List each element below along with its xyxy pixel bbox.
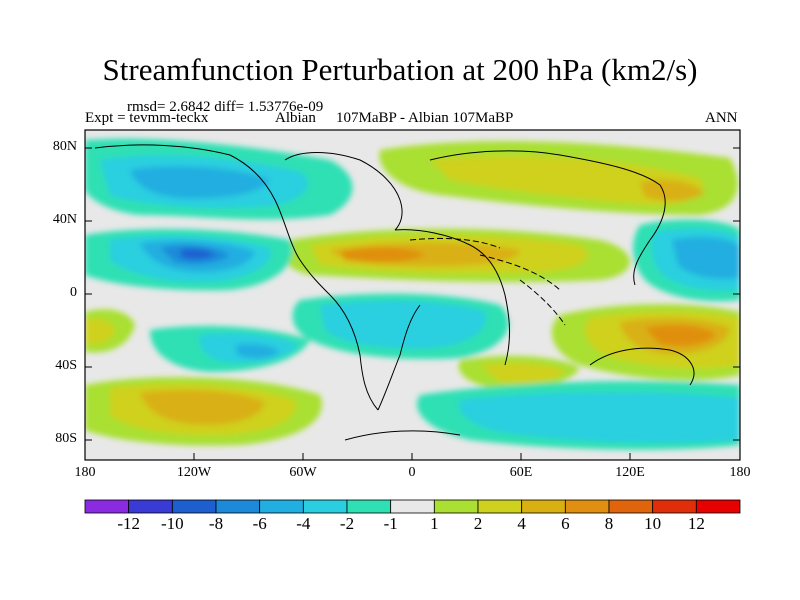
lat-label: 0 — [70, 285, 77, 300]
colorbar-label: -12 — [117, 514, 140, 533]
colorbar-label: 1 — [430, 514, 439, 533]
contour-band — [459, 392, 740, 443]
coastline — [94, 144, 331, 296]
lon-label: 180 — [74, 465, 96, 480]
stats-label: rmsd= 2.6842 diff= 1.53776e-09 — [127, 99, 324, 115]
colorbar-swatch — [390, 499, 435, 514]
colorbar-swatch — [652, 499, 697, 514]
contour-band — [340, 247, 425, 263]
lon-label: 120E — [615, 465, 645, 480]
streamfunction-field — [85, 130, 740, 460]
season-label: ANN — [705, 110, 738, 126]
contour-band — [235, 343, 280, 359]
colorbar-label: -10 — [160, 514, 184, 533]
contour-band — [640, 179, 705, 202]
colorbar-label: 2 — [473, 514, 483, 533]
coastline — [377, 304, 421, 411]
colorbar-swatch — [477, 499, 523, 514]
colorbar-swatch — [302, 499, 348, 514]
contour-band — [140, 390, 265, 425]
lon-label: 180 — [729, 465, 751, 480]
contour-band — [180, 248, 215, 260]
lon-label: 120W — [176, 465, 212, 480]
coastline — [394, 229, 511, 366]
colorbar-label: 4 — [517, 514, 526, 533]
contour-band — [85, 318, 115, 345]
colorbar-swatch — [521, 499, 566, 514]
coastline — [344, 430, 461, 441]
colorbar-swatch — [259, 499, 304, 514]
coastline — [633, 239, 651, 286]
colorbar-swatch — [564, 499, 610, 514]
lon-label: 60W — [289, 465, 317, 480]
period-left-label: Albian — [275, 110, 316, 126]
contour-band — [320, 300, 486, 349]
colorbar-label: 6 — [561, 514, 570, 533]
colorbar-label: -6 — [252, 514, 267, 533]
contour-band — [430, 155, 703, 205]
contour-band — [130, 166, 270, 199]
lat-label: 40S — [55, 358, 77, 373]
period-right-label: 107MaBP - Albian 107MaBP — [336, 110, 514, 126]
lat-label: 80S — [55, 431, 77, 446]
lon-label: 0 — [408, 465, 416, 480]
colorbar-swatch — [84, 499, 130, 514]
plot-title: Streamfunction Perturbation at 200 hPa (… — [102, 52, 698, 87]
colorbar-swatch — [608, 499, 654, 514]
colorbar-swatch — [346, 499, 392, 514]
lon-label: 60E — [509, 465, 533, 480]
axis-ticks — [84, 147, 741, 460]
colorbar-label: 12 — [687, 514, 705, 533]
coastline — [329, 294, 379, 411]
lat-label: 80N — [52, 139, 77, 154]
colorbar-label: 10 — [644, 514, 662, 533]
coastline — [284, 152, 403, 231]
coastlines — [94, 144, 695, 441]
colorbar-label: -4 — [296, 514, 311, 533]
colorbar-swatch — [695, 499, 741, 514]
colorbar-label: -1 — [383, 514, 398, 533]
colorbar-label: 8 — [604, 514, 614, 533]
lat-label: 40N — [52, 212, 77, 227]
colorbar-swatch — [215, 499, 261, 514]
colorbar-label: -8 — [208, 514, 224, 533]
contour-band — [672, 237, 740, 279]
coastline — [429, 150, 666, 241]
contour-band — [645, 325, 716, 346]
coastline-dashed — [409, 237, 501, 249]
contour-band — [480, 362, 565, 384]
colorbar-swatch — [433, 499, 479, 514]
coastline — [589, 347, 695, 386]
experiment-label: Expt = tevmm-teckx — [85, 110, 209, 126]
coastline-dashed — [479, 254, 566, 326]
colorbar-swatch — [171, 499, 217, 514]
colorbar-swatch — [128, 499, 173, 514]
colorbar-label: -2 — [339, 514, 355, 533]
